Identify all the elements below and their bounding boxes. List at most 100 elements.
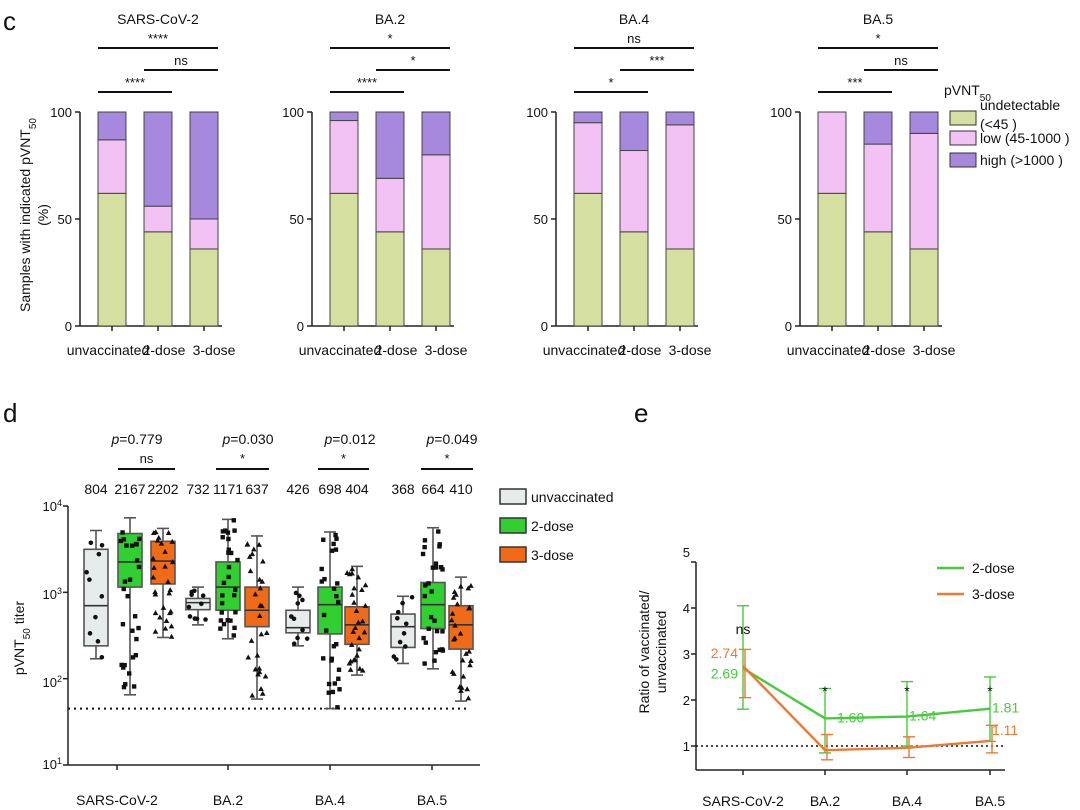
chart-d-point xyxy=(468,582,474,588)
chart-d-group: p=0.779 ns 804 2167 2202 SARS-CoV-2 xyxy=(76,431,179,808)
chart-d-point xyxy=(220,593,225,598)
chart-d-point xyxy=(158,540,165,546)
chart-d-point xyxy=(192,616,198,621)
chart-d-point xyxy=(122,579,128,584)
chart-c-ytick: 0 xyxy=(65,319,72,334)
chart-e-value-label: 2.69 xyxy=(711,665,738,681)
chart-c-bar-segment xyxy=(329,192,359,327)
chart-d-point xyxy=(362,582,369,588)
legend-swatch-2-dose xyxy=(499,517,527,534)
chart-d-point xyxy=(466,648,472,654)
chart-d-point xyxy=(466,604,473,610)
chart-d-point xyxy=(221,621,227,627)
chart-d-point xyxy=(256,541,262,547)
chart-c-bar-segment xyxy=(329,120,359,194)
chart-d-point xyxy=(297,593,302,599)
chart-d-point xyxy=(457,630,464,636)
chart-d-box xyxy=(83,548,109,647)
chart-c-ytick: 50 xyxy=(58,212,72,227)
chart-d-point xyxy=(150,574,157,580)
chart-d-count: 1171 xyxy=(213,481,243,497)
chart-d-point xyxy=(450,594,457,600)
chart-d-count: 368 xyxy=(391,481,415,497)
chart-d-point xyxy=(332,681,338,686)
chart-d-point xyxy=(451,670,457,676)
chart-d-point xyxy=(331,644,337,649)
chart-c-sig-label: * xyxy=(875,31,880,46)
chart-d-point xyxy=(134,558,140,563)
chart-d-point xyxy=(152,628,159,634)
chart-d-box xyxy=(285,609,311,634)
chart-d-point xyxy=(249,551,256,557)
chart-d-point xyxy=(430,565,436,570)
chart-d-group: p=0.030 * 732 1171 637 BA.2 xyxy=(185,431,274,808)
chart-d-point xyxy=(123,682,128,687)
chart-c-sig-label: ns xyxy=(627,31,641,46)
panel-d-ylabel: pVNT50 titer xyxy=(11,601,33,675)
chart-d-point xyxy=(335,705,340,710)
chart-d-point xyxy=(95,639,101,644)
chart-d-point xyxy=(395,609,401,615)
chart-d-point xyxy=(433,565,439,570)
chart-d-point xyxy=(350,628,357,634)
chart-c-bar-segment xyxy=(909,132,939,250)
chart-d-count: 698 xyxy=(318,481,342,497)
chart-d-point xyxy=(333,532,338,538)
chart-d-point xyxy=(259,603,265,609)
chart-d-point xyxy=(402,644,408,649)
chart-d-point xyxy=(220,529,226,534)
chart-d-point xyxy=(426,626,431,631)
chart-d-count: 410 xyxy=(449,481,473,497)
chart-c-xtick: 3-dose xyxy=(425,342,468,358)
chart-d-point xyxy=(421,635,426,641)
chart-d-point xyxy=(133,652,139,658)
chart-d-point xyxy=(403,621,409,627)
chart-c-xtick: 3-dose xyxy=(193,342,236,358)
chart-d-point xyxy=(231,518,237,523)
chart-d-point xyxy=(120,530,125,535)
chart-d-point xyxy=(121,684,127,690)
panel-e-ytick: 4 xyxy=(683,601,690,616)
chart-d-point xyxy=(448,617,455,623)
chart-d-point xyxy=(351,657,357,663)
panel-d-legend: unvaccinated 2-dose 3-dose xyxy=(499,488,614,563)
chart-c-ytick: 0 xyxy=(785,319,792,334)
chart-d-point xyxy=(235,557,240,563)
chart-c-xtick: 3-dose xyxy=(913,342,956,358)
chart-c-bar-segment xyxy=(375,177,405,233)
chart-d-point xyxy=(426,581,431,586)
chart-d-point xyxy=(354,652,360,658)
chart-c-bar-segment xyxy=(329,111,359,122)
chart-c-ytick: 50 xyxy=(778,212,792,227)
chart-d-point xyxy=(130,628,135,633)
chart-d-point xyxy=(326,681,332,687)
chart-d-point xyxy=(221,580,227,586)
chart-d-count: 732 xyxy=(186,481,210,497)
chart-d-point xyxy=(326,690,331,695)
panel-d-ytick: 104 xyxy=(43,498,62,514)
chart-d-point xyxy=(88,540,94,546)
chart-d-point xyxy=(218,618,224,623)
chart-d-point xyxy=(151,564,157,570)
chart-d-point xyxy=(394,657,399,662)
chart-d-point xyxy=(335,581,340,586)
chart-d-point xyxy=(440,629,445,634)
chart-d-point xyxy=(168,623,175,629)
chart-d-point xyxy=(260,558,266,564)
chart-d-point xyxy=(200,593,206,598)
chart-c-bar-segment xyxy=(665,248,695,327)
chart-d-point xyxy=(420,551,426,557)
chart-d-point xyxy=(356,646,362,652)
chart-d-point xyxy=(321,537,326,542)
chart-d-point xyxy=(252,591,259,597)
panel-d: d pVNT50 titer 101 102 103 104 unvaccina… xyxy=(3,398,614,772)
chart-d-point xyxy=(401,631,407,636)
chart-e-sig-label: ns xyxy=(736,621,751,637)
panel-e-yticks: 1 2 3 4 5 xyxy=(683,545,690,754)
chart-d-point xyxy=(226,547,232,552)
chart-e-value-label: 1.60 xyxy=(837,709,864,725)
